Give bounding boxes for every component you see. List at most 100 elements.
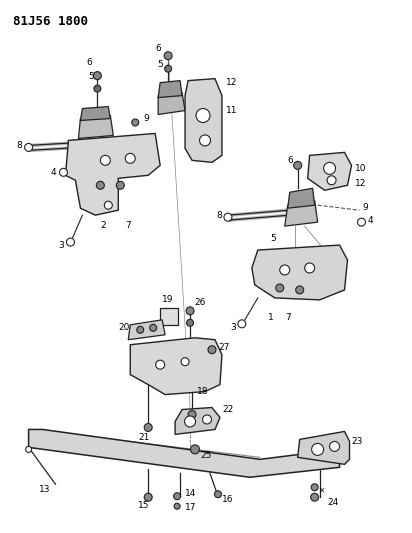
Circle shape <box>280 265 290 275</box>
Circle shape <box>304 263 315 273</box>
Text: 16: 16 <box>222 495 234 504</box>
Circle shape <box>191 445 199 454</box>
Polygon shape <box>298 431 349 464</box>
Circle shape <box>294 161 302 169</box>
Circle shape <box>165 65 172 72</box>
Polygon shape <box>252 245 347 300</box>
Circle shape <box>125 154 135 163</box>
Text: 5: 5 <box>89 72 94 81</box>
Circle shape <box>186 307 194 315</box>
Polygon shape <box>128 320 165 340</box>
Circle shape <box>94 85 101 92</box>
Circle shape <box>156 360 165 369</box>
Circle shape <box>116 181 124 189</box>
Text: 4: 4 <box>51 168 56 177</box>
Circle shape <box>25 143 33 151</box>
Circle shape <box>196 109 210 123</box>
Circle shape <box>358 218 365 226</box>
Circle shape <box>132 119 139 126</box>
Polygon shape <box>175 408 220 434</box>
Text: 6: 6 <box>155 44 161 53</box>
Text: 12: 12 <box>226 78 237 87</box>
Circle shape <box>327 176 336 185</box>
Text: 6: 6 <box>288 156 293 165</box>
Circle shape <box>59 168 68 176</box>
Text: 4: 4 <box>368 216 373 224</box>
Polygon shape <box>185 79 222 163</box>
Text: ×: × <box>319 487 326 496</box>
Circle shape <box>296 286 304 294</box>
Text: 14: 14 <box>185 489 197 498</box>
Circle shape <box>311 443 323 455</box>
Text: 23: 23 <box>351 437 363 446</box>
Circle shape <box>94 71 101 79</box>
Polygon shape <box>130 338 222 394</box>
Polygon shape <box>288 188 315 208</box>
Text: 20: 20 <box>118 324 130 332</box>
Circle shape <box>26 447 32 453</box>
Text: 18: 18 <box>197 387 208 396</box>
Text: 19: 19 <box>162 295 173 304</box>
Circle shape <box>150 324 157 332</box>
Circle shape <box>144 424 152 431</box>
Circle shape <box>203 415 211 424</box>
Text: 27: 27 <box>218 343 229 352</box>
Text: 81J56 1800: 81J56 1800 <box>13 15 88 28</box>
Text: 26: 26 <box>194 298 206 308</box>
Text: 22: 22 <box>222 405 233 414</box>
Text: 17: 17 <box>185 503 197 512</box>
Polygon shape <box>78 116 113 139</box>
Circle shape <box>330 441 339 451</box>
Circle shape <box>96 181 104 189</box>
Polygon shape <box>285 200 318 226</box>
Circle shape <box>187 319 194 326</box>
Circle shape <box>173 492 180 500</box>
Text: 11: 11 <box>226 106 237 115</box>
Circle shape <box>224 213 232 221</box>
Text: 21: 21 <box>138 433 150 442</box>
Polygon shape <box>160 308 178 325</box>
Circle shape <box>181 358 189 366</box>
Circle shape <box>276 284 284 292</box>
Circle shape <box>311 493 318 501</box>
Polygon shape <box>158 93 185 115</box>
Circle shape <box>199 135 211 146</box>
Text: 3: 3 <box>59 240 64 249</box>
Text: 12: 12 <box>354 179 366 188</box>
Circle shape <box>144 493 152 501</box>
Circle shape <box>185 416 196 427</box>
Circle shape <box>208 346 216 354</box>
Text: 5: 5 <box>270 233 276 243</box>
Text: 7: 7 <box>125 221 131 230</box>
Circle shape <box>101 156 110 165</box>
Circle shape <box>164 52 172 60</box>
Text: 9: 9 <box>363 203 368 212</box>
Text: 8: 8 <box>16 141 22 150</box>
Circle shape <box>66 238 75 246</box>
Text: 24: 24 <box>328 498 339 507</box>
Text: 9: 9 <box>143 114 149 123</box>
Text: 10: 10 <box>354 164 366 173</box>
Text: 3: 3 <box>230 324 236 332</box>
Text: 13: 13 <box>39 484 50 494</box>
Polygon shape <box>158 80 182 98</box>
Text: 5: 5 <box>157 60 163 69</box>
Circle shape <box>174 503 180 509</box>
Circle shape <box>188 410 196 418</box>
Polygon shape <box>66 133 160 215</box>
Text: 6: 6 <box>87 58 92 67</box>
Polygon shape <box>308 152 351 190</box>
Circle shape <box>238 320 246 328</box>
Circle shape <box>215 491 221 498</box>
Circle shape <box>311 484 318 491</box>
Polygon shape <box>28 430 339 477</box>
Text: 25: 25 <box>200 451 211 460</box>
Circle shape <box>323 163 335 174</box>
Circle shape <box>104 201 112 209</box>
Text: 7: 7 <box>285 313 290 322</box>
Text: 8: 8 <box>216 211 222 220</box>
Text: 2: 2 <box>101 221 106 230</box>
Circle shape <box>137 326 144 333</box>
Text: 15: 15 <box>138 500 150 510</box>
Polygon shape <box>80 107 110 120</box>
